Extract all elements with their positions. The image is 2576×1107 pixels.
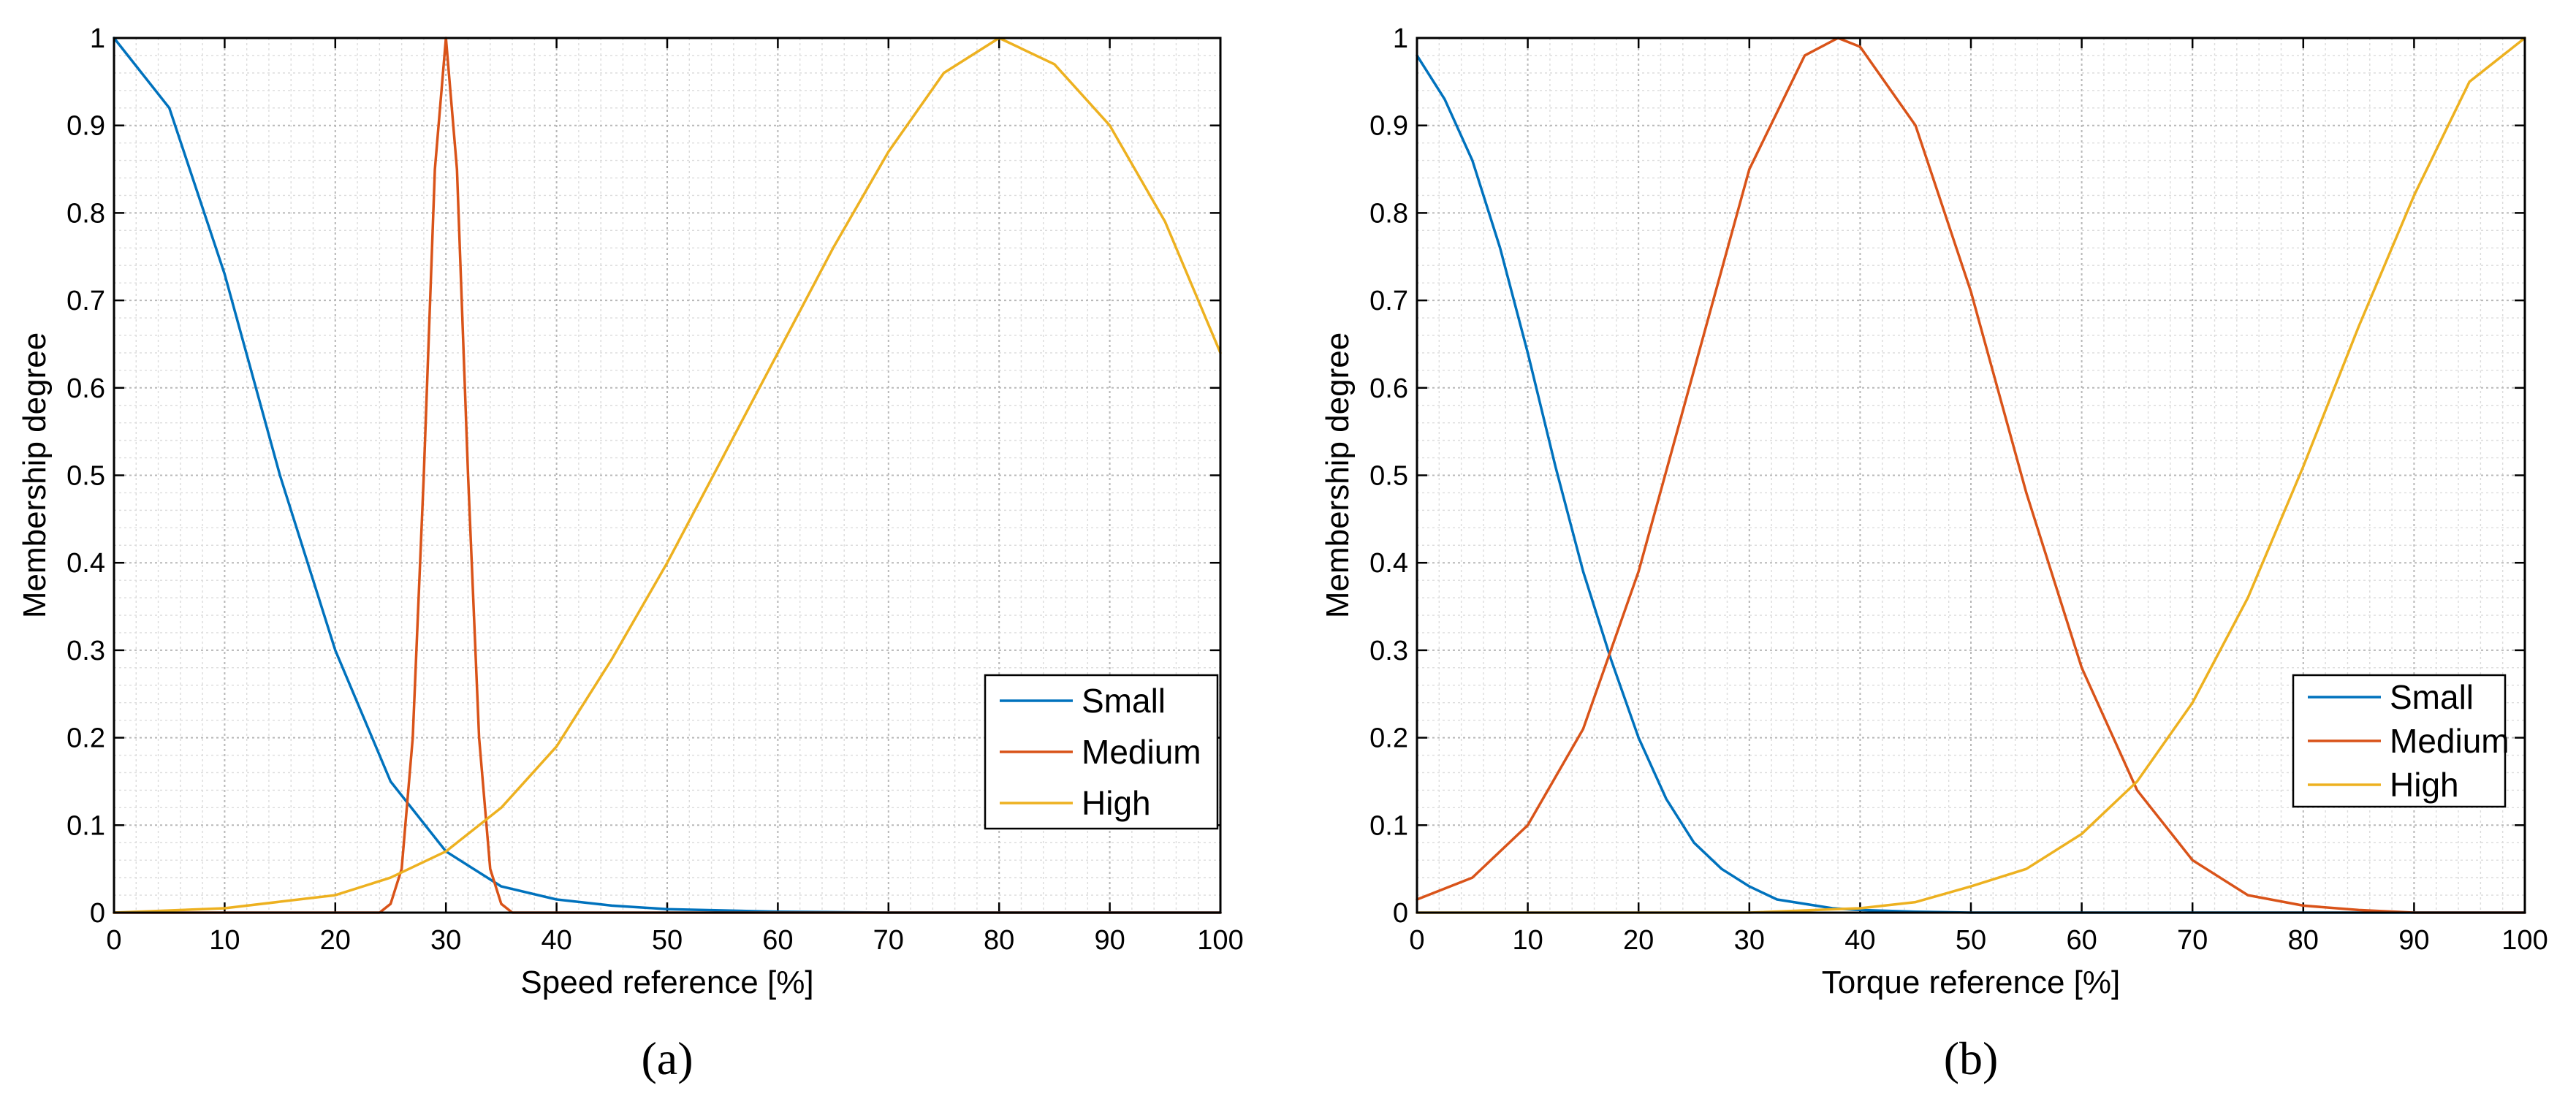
y-tick-label: 0.1 [1369, 810, 1408, 841]
series-line-high [1416, 37, 2526, 914]
y-tick-label: 0.6 [67, 373, 105, 404]
x-tick-label: 70 [873, 925, 904, 956]
x-tick-label: 0 [106, 925, 121, 956]
legend-label-high: High [2390, 766, 2459, 804]
y-tick-label: 0.3 [1369, 636, 1408, 666]
y-tick-label: 0.5 [67, 461, 105, 492]
y-tick-label: 0.9 [67, 111, 105, 142]
x-tick-label: 90 [1094, 925, 1125, 956]
x-tick-label: 80 [984, 925, 1014, 956]
x-tick-label: 100 [2501, 925, 2547, 956]
y-tick-label: 1 [1393, 23, 1408, 54]
x-tick-label: 50 [1956, 925, 1986, 956]
y-tick-label: 0.4 [1369, 548, 1408, 579]
panel-caption-b: (b) [1944, 1032, 1999, 1084]
axes-frame-a [113, 37, 1222, 914]
y-axis-label: Membership degree [17, 332, 53, 618]
x-tick-label: 10 [1512, 925, 1543, 956]
x-tick-label: 100 [1197, 925, 1243, 956]
y-tick-label: 1 [90, 23, 105, 54]
y-tick-label: 0.4 [67, 548, 105, 579]
x-tick-label: 50 [652, 925, 683, 956]
chart-panel-b: 0 10 20 30 40 50 60 70 80 90 100 0 0.1 0.2 0.3 0.4 0.5 0.… [1320, 23, 2548, 1084]
x-tick-label: 30 [1734, 925, 1765, 956]
y-tick-label: 0.5 [1369, 461, 1408, 492]
x-tick-label: 30 [430, 925, 461, 956]
y-tick-label: 0.1 [67, 810, 105, 841]
x-axis-label: Speed reference [%] [520, 965, 813, 1000]
series-line-high [113, 37, 1222, 914]
x-tick-label: 60 [2066, 925, 2097, 956]
y-tick-label: 0 [1393, 898, 1408, 929]
x-tick-label: 40 [1844, 925, 1875, 956]
x-tick-label: 60 [762, 925, 793, 956]
x-tick-label: 70 [2177, 925, 2208, 956]
y-tick-label: 0.7 [67, 286, 105, 316]
y-tick-label: 0 [90, 898, 105, 929]
grid-b [1417, 38, 2525, 913]
x-tick-label: 80 [2288, 925, 2319, 956]
y-tick-label: 0.7 [1369, 286, 1408, 316]
x-tick-label: 0 [1409, 925, 1424, 956]
x-tick-label: 20 [1623, 925, 1654, 956]
panel-caption-a: (a) [641, 1032, 693, 1084]
legend-label-small: Small [2390, 678, 2474, 716]
y-tick-label: 0.9 [1369, 111, 1408, 142]
y-tick-label: 0.6 [1369, 373, 1408, 404]
x-tick-label: 10 [209, 925, 240, 956]
y-tick-label: 0.2 [1369, 723, 1408, 754]
y-axis-label: Membership degree [1320, 332, 1356, 618]
legend-label-medium: Medium [1082, 733, 1201, 771]
x-tick-label: 90 [2398, 925, 2429, 956]
y-tick-label: 0.8 [67, 198, 105, 229]
legend-a: Small Medium High [984, 674, 1219, 830]
legend-label-small: Small [1082, 682, 1166, 720]
legend-label-medium: Medium [2390, 722, 2509, 760]
x-tick-label: 20 [320, 925, 351, 956]
x-tick-label: 40 [541, 925, 571, 956]
x-axis-label: Torque reference [%] [1822, 965, 2120, 1000]
axes-frame-b [1416, 37, 2526, 914]
series-line-medium [1416, 37, 2526, 914]
legend-b: Small Medium High [2292, 674, 2509, 808]
y-tick-label: 0.3 [67, 636, 105, 666]
y-tick-label: 0.2 [67, 723, 105, 754]
legend-label-high: High [1082, 784, 1151, 822]
chart-panel-a: 0 10 20 30 40 50 60 70 80 90 100 0 0.1 0.2 0.3 0.4 0.5 0.… [17, 23, 1244, 1084]
y-tick-label: 0.8 [1369, 198, 1408, 229]
